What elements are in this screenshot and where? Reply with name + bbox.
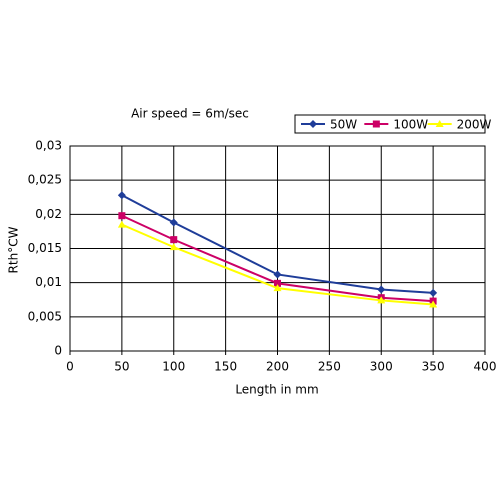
point-marker: [117, 220, 126, 228]
point-marker: [274, 279, 281, 287]
y-tick-label: 0,01: [35, 275, 62, 289]
x-tick-label: 250: [318, 360, 341, 374]
y-axis-label: Rth°CW: [7, 226, 21, 273]
x-tick-label: 300: [370, 360, 393, 374]
point-marker: [309, 120, 317, 128]
y-tick-label: 0: [54, 344, 62, 358]
point-marker: [169, 218, 178, 227]
y-tick-label: 0,015: [28, 241, 62, 255]
point-marker: [372, 120, 380, 128]
plot-frame: [69, 145, 486, 352]
y-tick-label: 0,025: [28, 173, 62, 187]
point-marker: [435, 120, 444, 127]
x-tick-label: 200: [266, 360, 289, 374]
x-tick-label: 50: [114, 360, 129, 374]
y-tick-label: 0,02: [35, 207, 62, 221]
chart-title: Air speed = 6m/sec: [131, 107, 249, 121]
point-marker: [117, 191, 126, 200]
point-marker: [273, 284, 282, 292]
point-marker: [118, 212, 126, 220]
x-axis-label: Length in mm: [235, 383, 318, 397]
point-marker: [429, 288, 438, 297]
legend-label: 200W: [457, 118, 492, 132]
x-tick-label: 0: [66, 360, 74, 374]
point-marker: [170, 236, 178, 244]
x-tick-label: 150: [214, 360, 237, 374]
legend-box: [294, 114, 486, 134]
point-marker: [377, 285, 386, 294]
y-tick-label: 0,005: [28, 309, 62, 323]
x-tick-label: 400: [474, 360, 497, 374]
x-tick-label: 350: [422, 360, 445, 374]
point-marker: [273, 270, 282, 279]
y-tick-label: 0,03: [35, 139, 62, 153]
legend-label: 100W: [393, 118, 428, 132]
point-marker: [377, 296, 386, 304]
point-marker: [169, 243, 178, 251]
x-tick-label: 100: [162, 360, 185, 374]
point-marker: [429, 300, 438, 308]
legend-label: 50W: [330, 118, 357, 132]
